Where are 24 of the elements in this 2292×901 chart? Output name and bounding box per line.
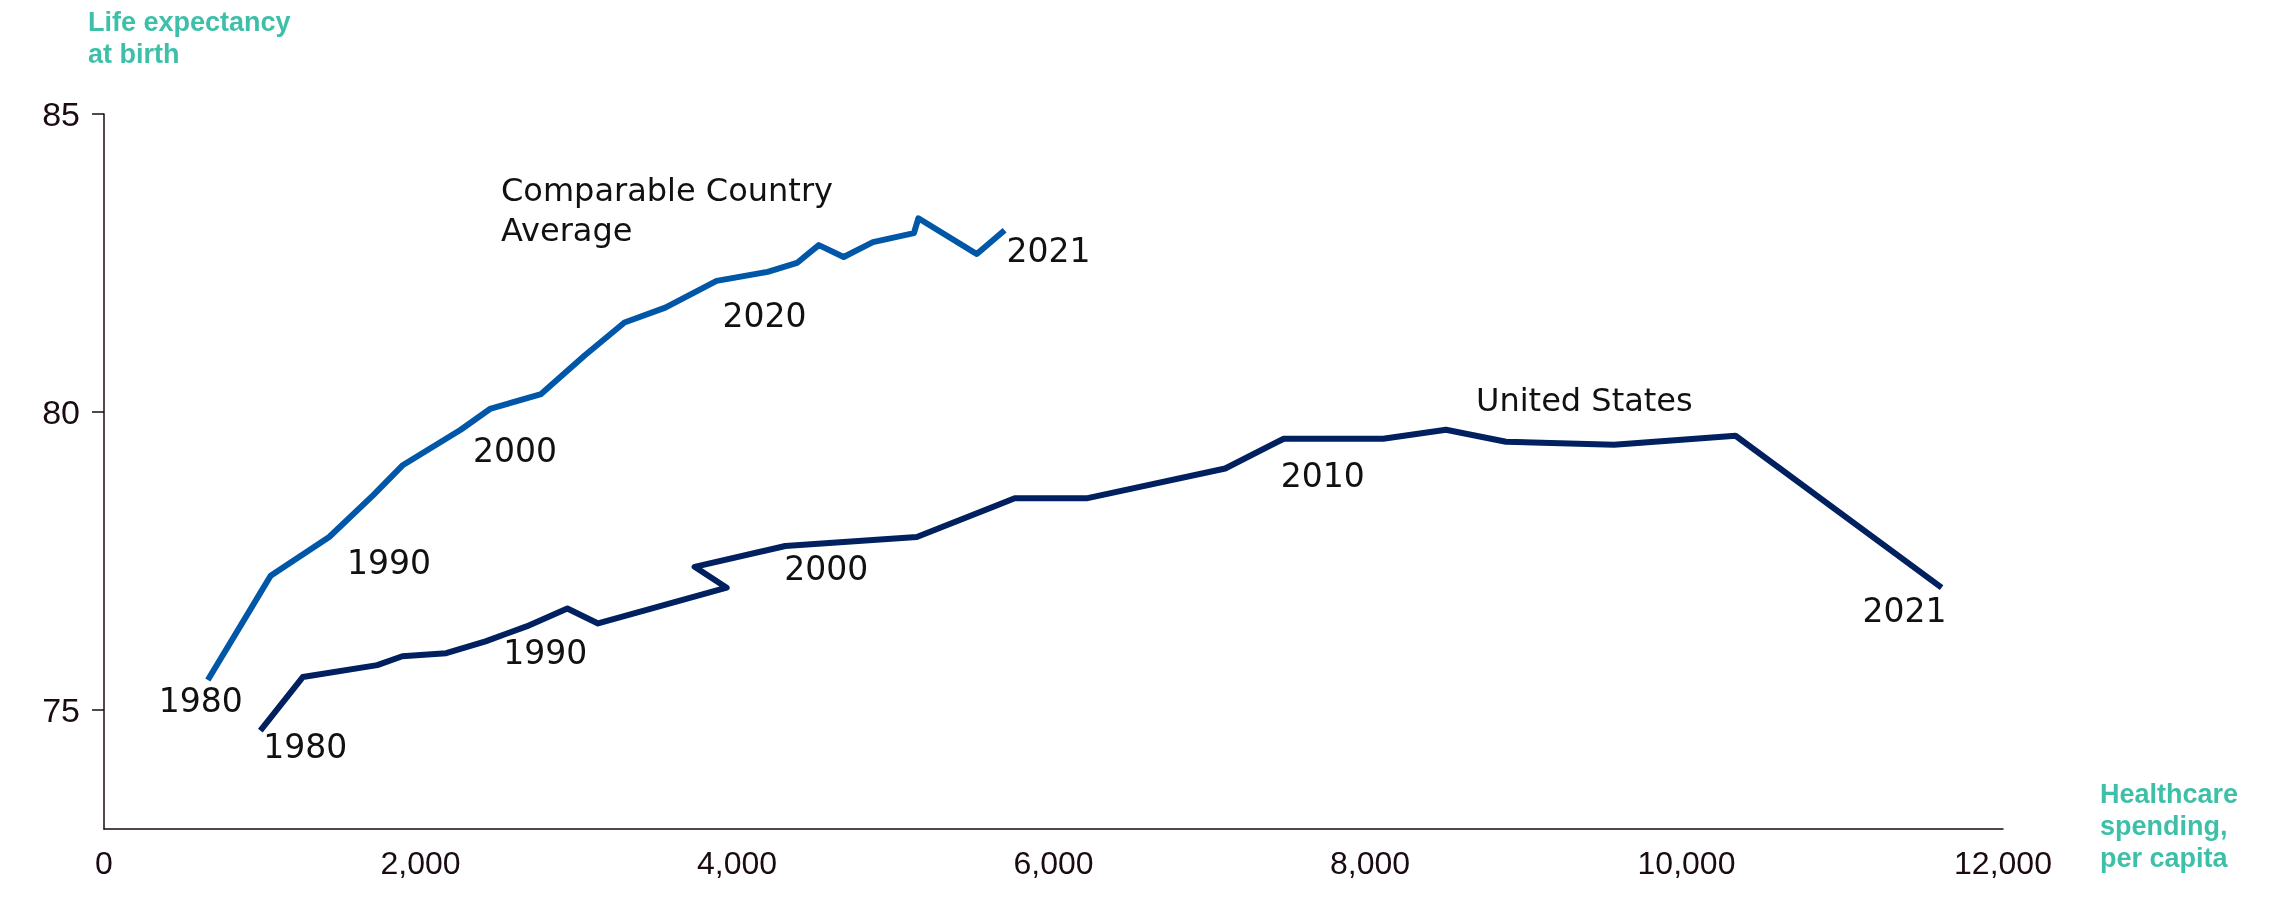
x-tick-label: 0 bbox=[95, 845, 113, 881]
x-tick-label: 4,000 bbox=[696, 845, 778, 881]
y-axis-title: Life expectancy at birth bbox=[88, 7, 291, 69]
annotation: 1980 bbox=[263, 727, 348, 767]
annotation: 2000 bbox=[784, 549, 869, 589]
annotation: 2020 bbox=[722, 296, 807, 336]
annotation: 1980 bbox=[158, 680, 243, 720]
x-tick-label: 8,000 bbox=[1329, 845, 1411, 881]
annotation: 2000 bbox=[472, 431, 557, 471]
y-tick-label: 80 bbox=[42, 392, 80, 431]
x-tick-label: 12,000 bbox=[1954, 845, 2052, 881]
annotation: 1990 bbox=[347, 542, 432, 582]
series-label: Comparable Country Average bbox=[501, 171, 833, 249]
y-tick-label: 85 bbox=[42, 95, 80, 133]
x-axis-title: Healthcare spending, per capita bbox=[2100, 779, 2239, 873]
x-tick-label: 6,000 bbox=[1013, 845, 1094, 881]
y-tick-label: 75 bbox=[42, 690, 80, 729]
x-tick-label: 10,000 bbox=[1637, 845, 1736, 881]
annotation: 2021 bbox=[1862, 591, 1947, 631]
annotation: 2021 bbox=[1006, 230, 1091, 270]
annotation: 1990 bbox=[503, 633, 588, 673]
annotation: 2010 bbox=[1280, 456, 1365, 496]
series-label: United States bbox=[1476, 381, 1693, 419]
x-tick-label: 2,000 bbox=[380, 845, 461, 881]
